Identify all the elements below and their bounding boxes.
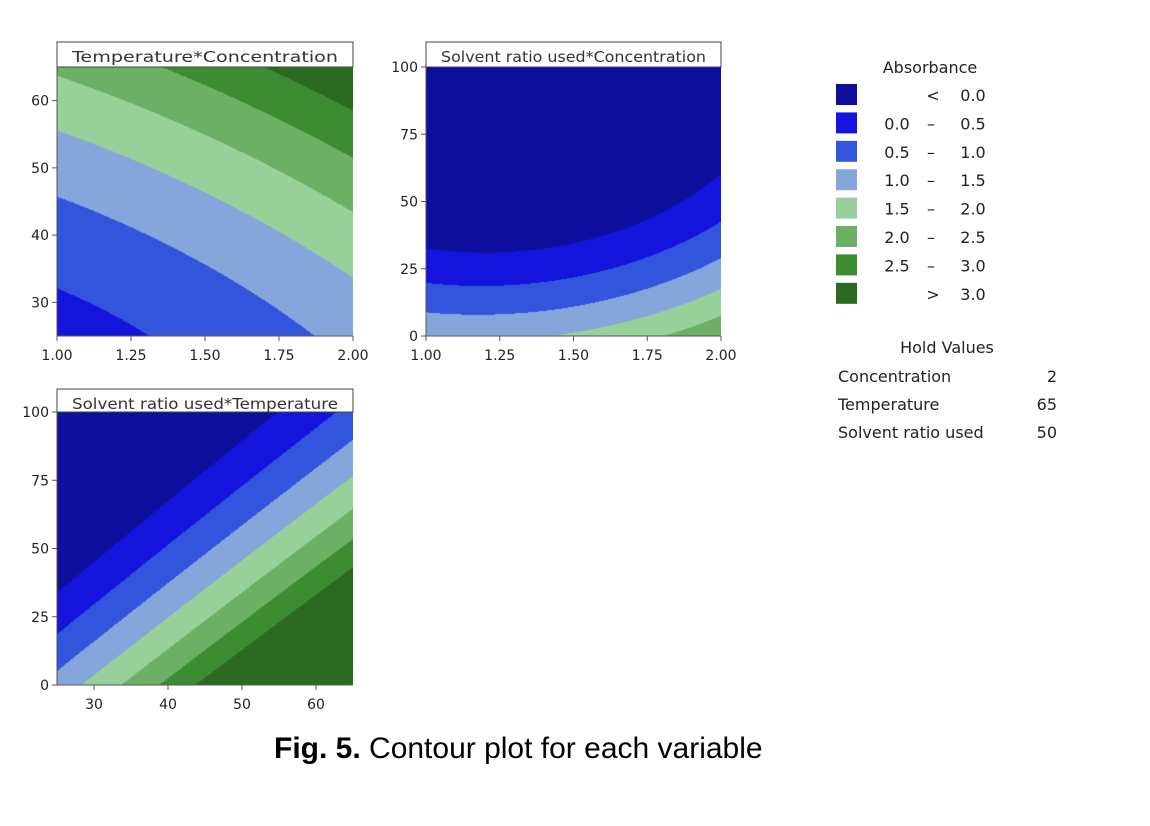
- legend-range-high: 2.0: [960, 200, 985, 219]
- contour-panel-1: Temperature*Concentration 1.00 1.25 1.50 1.7…: [31, 41, 369, 364]
- hold-value-name: Temperature: [837, 395, 939, 414]
- y-tick-label: 50: [31, 161, 49, 177]
- x-tick-label: 1.25: [115, 348, 146, 364]
- legend-range-low: 0.0: [884, 114, 909, 133]
- absorbance-legend: Absorbance< 0.00.0–0.50.5–1.01.0–1.51.5–2…: [836, 58, 986, 304]
- contour-panel-3: Solvent ratio used*Temperature 30 40 50 60 0 2…: [22, 388, 354, 713]
- legend-range-dash: –: [927, 114, 935, 133]
- legend-range-high: 1.5: [960, 171, 985, 190]
- x-tick-label: 2.00: [705, 348, 736, 364]
- y-tick-label: 25: [31, 610, 49, 626]
- legend-swatch: [836, 197, 857, 219]
- panel-title-strip: [56, 41, 354, 68]
- y-tick-label: 30: [31, 295, 49, 311]
- y-tick-label: 50: [400, 195, 418, 211]
- contour-fill: [426, 67, 721, 336]
- x-tick-label: 50: [233, 697, 251, 713]
- caption-label: Fig. 5.: [274, 732, 361, 765]
- hold-value-number: 65: [1037, 395, 1057, 414]
- y-tick-label: 0: [40, 678, 49, 694]
- x-tick-label: 60: [307, 697, 325, 713]
- legend-range-high: 3.0: [960, 285, 985, 304]
- legend-range-dash: –: [927, 200, 935, 219]
- hold-values-title: Hold Values: [900, 338, 994, 357]
- legend-range-high: 3.0: [960, 256, 985, 275]
- legend-range-low: 0.5: [884, 143, 909, 162]
- legend-swatch: [836, 282, 857, 304]
- y-tick-label: 100: [391, 60, 418, 76]
- legend-swatch: [836, 112, 857, 134]
- legend-range-high: 1.0: [960, 143, 985, 162]
- x-tick-label: 1.00: [41, 348, 72, 364]
- legend-range-low: 1.0: [884, 171, 909, 190]
- legend-title: Absorbance: [883, 58, 978, 77]
- hold-values-table: Hold Values Concentration 2 Temperature 65 So…: [837, 338, 1057, 442]
- contour-panel-2: Solvent ratio used*Concentration 1.00 1.25…: [391, 41, 737, 364]
- x-tick-label: 40: [159, 697, 177, 713]
- hold-value-number: 50: [1037, 423, 1057, 442]
- contour-fill: [57, 67, 353, 336]
- legend-range-low: 1.5: [884, 200, 909, 219]
- x-tick-label: 1.00: [410, 348, 441, 364]
- y-tick-label: 75: [400, 127, 418, 143]
- x-tick-label: 2.00: [337, 348, 368, 364]
- y-tick-label: 60: [31, 94, 49, 110]
- panel-title-strip: [56, 388, 354, 413]
- panel-title-strip: [425, 41, 722, 68]
- y-tick-label: 75: [31, 473, 49, 489]
- caption-text: Contour plot for each variable: [360, 732, 763, 765]
- legend-swatch: [836, 254, 857, 276]
- x-tick-label: 1.75: [263, 348, 294, 364]
- y-tick-label: 50: [31, 542, 49, 558]
- legend-range-high: 0.5: [960, 114, 985, 133]
- legend-swatch: [836, 84, 857, 105]
- hold-value-name: Concentration: [838, 367, 951, 386]
- figure-caption: Fig. 5. Contour plot for each variable: [274, 732, 763, 766]
- legend-range-dash: –: [927, 143, 935, 162]
- legend-range-low: 2.0: [884, 228, 909, 247]
- legend-comparator: >: [926, 285, 939, 304]
- legend-swatch: [836, 169, 857, 191]
- panel-title: Solvent ratio used*Temperature: [72, 395, 338, 413]
- x-tick-label: 1.75: [632, 348, 663, 364]
- hold-value-name: Solvent ratio used: [838, 423, 984, 442]
- y-tick-label: 40: [31, 228, 49, 244]
- hold-value-number: 2: [1047, 367, 1057, 386]
- contour-fill: [57, 412, 353, 685]
- y-tick-label: 0: [409, 329, 418, 345]
- y-tick-label: 100: [22, 405, 49, 421]
- panel-title: Temperature*Concentration: [71, 48, 338, 66]
- legend-swatch: [836, 140, 857, 162]
- panel-title: Solvent ratio used*Concentration: [441, 48, 706, 66]
- x-tick-label: 30: [85, 697, 103, 713]
- x-tick-label: 1.50: [189, 348, 220, 364]
- x-tick-label: 1.25: [484, 348, 515, 364]
- x-tick-label: 1.50: [558, 348, 589, 364]
- legend-range-dash: –: [927, 171, 935, 190]
- y-tick-label: 25: [400, 262, 418, 278]
- legend-comparator: <: [926, 86, 939, 105]
- legend-range-dash: –: [927, 228, 935, 247]
- legend-range-low: 2.5: [884, 256, 909, 275]
- legend-range-high: 2.5: [960, 228, 985, 247]
- legend-range-high: 0.0: [960, 86, 985, 105]
- legend-swatch: [836, 226, 857, 247]
- legend-range-dash: –: [927, 256, 935, 275]
